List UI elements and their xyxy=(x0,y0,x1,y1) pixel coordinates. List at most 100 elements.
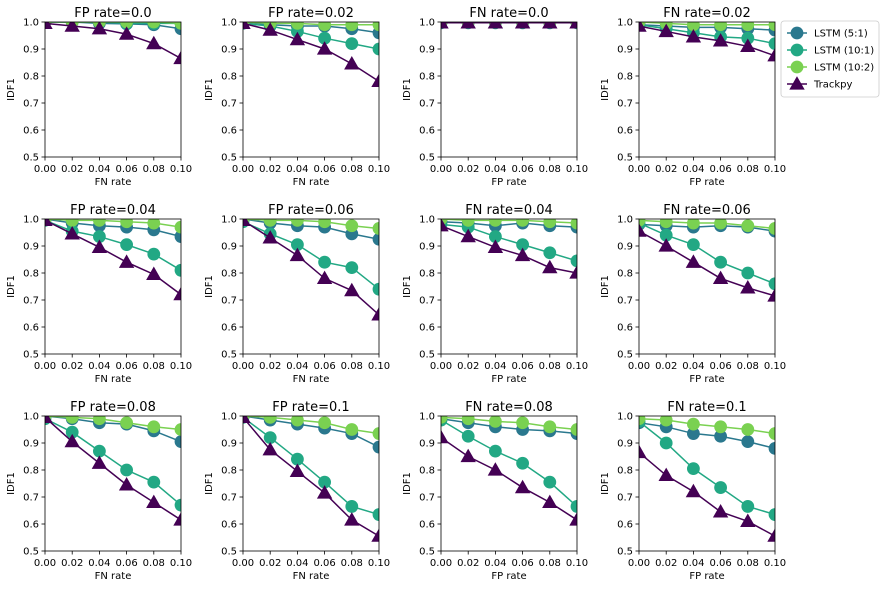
x-tick-label: 0.06 xyxy=(511,558,533,569)
data-point xyxy=(543,475,557,489)
data-point xyxy=(318,255,332,269)
x-tick-label: 0.08 xyxy=(341,361,363,372)
y-tick-label: 0.6 xyxy=(23,126,39,137)
axes-frame xyxy=(638,415,776,552)
plot-area xyxy=(45,219,181,301)
data-point xyxy=(45,416,53,424)
y-tick-label: 0.6 xyxy=(221,323,237,334)
x-tick-label: 0.04 xyxy=(88,361,110,372)
data-point xyxy=(542,259,558,274)
data-point xyxy=(489,416,502,428)
data-point xyxy=(318,22,331,32)
subplot-1: 0.00 0.02 0.04 0.06 0.08 0.10 0.5 0.6 0.7 0.8 0.9 1… xyxy=(6,6,192,188)
y-tick-label: 0.5 xyxy=(23,547,39,558)
data-point xyxy=(372,232,379,246)
y-tick-label: 0.5 xyxy=(23,153,39,164)
y-tick-label: 0.8 xyxy=(221,72,237,83)
data-point xyxy=(345,37,359,50)
subplot-title: FP rate=0.0 xyxy=(74,6,151,21)
x-tick-label: 0.00 xyxy=(628,558,650,569)
series-line xyxy=(441,223,577,262)
y-tick-label: 0.6 xyxy=(221,126,237,137)
data-point xyxy=(460,228,476,243)
x-tick-label: 0.00 xyxy=(628,164,650,175)
data-point xyxy=(516,219,529,227)
x-tick-label: 0.02 xyxy=(259,558,281,569)
y-tick-label: 0.5 xyxy=(617,350,633,361)
data-point xyxy=(147,247,161,261)
series-line xyxy=(243,22,379,50)
x-tick-label: 0.02 xyxy=(259,164,281,175)
data-point xyxy=(768,508,775,521)
plot-area xyxy=(243,416,379,542)
subplot-4: 0.00 0.02 0.04 0.06 0.08 0.10 0.5 0.6 0.7 0.8 0.9 1… xyxy=(600,6,786,188)
plot-area xyxy=(441,219,577,279)
y-tick-label: 0.7 xyxy=(221,99,237,110)
data-point xyxy=(460,448,476,463)
data-point xyxy=(685,29,702,43)
legend-frame xyxy=(780,20,880,98)
data-point xyxy=(740,280,756,294)
y-tick-label: 0.5 xyxy=(221,153,237,164)
plot-area xyxy=(639,22,775,62)
series-line xyxy=(45,418,181,506)
data-point xyxy=(714,255,727,269)
subplot-title: FP rate=0.06 xyxy=(268,203,354,218)
x-tick-label: 0.02 xyxy=(61,558,83,569)
y-tick-label: 1.0 xyxy=(23,412,39,423)
data-point xyxy=(120,416,133,430)
x-tick-label: 0.04 xyxy=(484,558,506,569)
data-point xyxy=(658,467,674,482)
data-point xyxy=(345,500,359,513)
data-point xyxy=(767,47,775,62)
data-point xyxy=(174,435,181,449)
y-tick-label: 0.9 xyxy=(617,439,633,450)
axes-frame xyxy=(242,415,380,552)
data-point xyxy=(146,35,162,50)
axes-frame xyxy=(440,21,578,158)
data-point xyxy=(741,219,755,233)
series-line xyxy=(639,422,775,450)
y-axis-label: IDF1 xyxy=(402,275,413,298)
subplot-title: FN rate=0.1 xyxy=(667,400,746,415)
data-point xyxy=(461,219,475,227)
data-point xyxy=(516,456,529,470)
data-point xyxy=(639,223,647,237)
plot-area xyxy=(45,416,181,526)
data-point xyxy=(344,282,360,297)
data-point xyxy=(687,219,700,230)
subplot-2: 0.00 0.02 0.04 0.06 0.08 0.10 0.5 0.6 0.7 0.8 0.9 1… xyxy=(204,6,390,188)
x-tick-label: 0.06 xyxy=(709,164,731,175)
x-tick-label: 0.04 xyxy=(682,558,704,569)
y-tick-label: 0.8 xyxy=(23,466,39,477)
data-point xyxy=(371,528,379,542)
x-tick-label: 0.06 xyxy=(709,558,731,569)
y-tick-label: 0.5 xyxy=(419,547,435,558)
data-point xyxy=(291,22,304,30)
x-tick-label: 0.08 xyxy=(341,164,363,175)
legend-marker xyxy=(790,26,804,40)
data-point xyxy=(120,463,133,477)
axes-frame xyxy=(638,21,776,158)
x-axis-label: FN rate xyxy=(95,374,132,385)
y-tick-label: 0.7 xyxy=(617,99,633,110)
data-point xyxy=(345,22,359,32)
series-line xyxy=(639,451,775,537)
axes-frame xyxy=(638,218,776,355)
x-tick-label: 0.10 xyxy=(368,164,390,175)
subplot-title: FP rate=0.02 xyxy=(268,6,354,21)
data-point xyxy=(93,416,106,426)
series-line xyxy=(243,416,379,537)
x-tick-label: 0.08 xyxy=(539,558,561,569)
y-tick-label: 0.7 xyxy=(617,296,633,307)
x-tick-label: 0.08 xyxy=(737,558,759,569)
series-line xyxy=(639,219,775,230)
data-point xyxy=(516,416,529,430)
data-point xyxy=(289,463,306,478)
x-tick-label: 0.02 xyxy=(457,164,479,175)
data-point xyxy=(461,416,475,426)
data-point xyxy=(45,219,53,227)
data-point xyxy=(173,286,181,301)
data-point xyxy=(768,37,775,50)
data-point xyxy=(371,307,379,321)
